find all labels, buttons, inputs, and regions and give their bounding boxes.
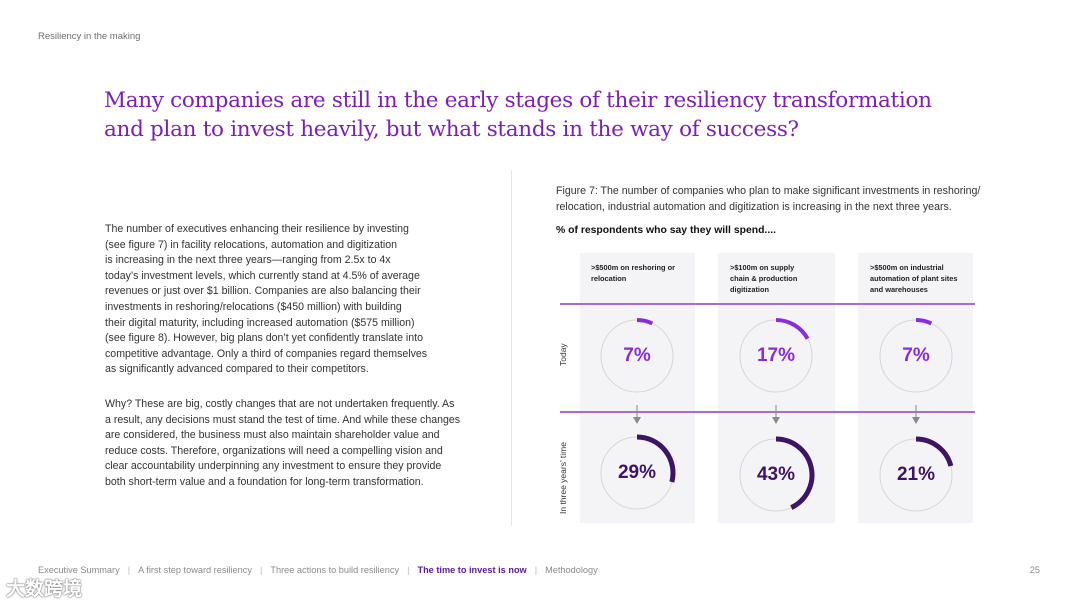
header-line: digitization <box>730 285 769 294</box>
header-line: chain & production <box>730 274 798 283</box>
figure-subtitle: % of respondents who say they will spend… <box>556 225 776 236</box>
chart-column-bg <box>718 253 835 523</box>
donut-future-reshoring: 29% <box>597 433 677 513</box>
body-paragraph-1: The number of executives enhancing their… <box>105 222 490 378</box>
chart-column-bg <box>858 253 973 523</box>
title-line: and plan to invest heavily, but what sta… <box>104 117 799 142</box>
text-line: Why? These are big, costly changes that … <box>105 398 455 410</box>
header-line: >$100m on supply <box>730 263 795 272</box>
row-divider <box>560 411 975 413</box>
row-divider <box>560 303 975 305</box>
donut-today-reshoring: 7% <box>597 316 677 396</box>
footer-separator: | <box>259 565 263 575</box>
donut-value: 17% <box>756 345 796 366</box>
donut-value: 29% <box>617 462 657 483</box>
footer-link-executive-summary[interactable]: Executive Summary <box>38 565 120 575</box>
text-line: their digital maturity, including increa… <box>105 316 415 329</box>
text-line: (see figure 7) in facility relocations, … <box>105 238 398 251</box>
text-line: investments in reshoring/relocations ($4… <box>105 300 402 313</box>
text-line: clear accountability underpinning any in… <box>105 460 442 473</box>
header-line: >$500m on industrial <box>870 263 944 272</box>
donut-value: 7% <box>902 345 930 366</box>
arrow-down-icon <box>772 405 780 424</box>
column-header-digitization: >$100m on supply chain & production digi… <box>730 262 797 295</box>
text-line: as significantly advanced compared to th… <box>105 363 369 376</box>
donut-arc <box>915 436 954 467</box>
caption-line: Figure 7: The number of companies who pl… <box>556 185 981 197</box>
footer-link-methodology[interactable]: Methodology <box>545 565 598 575</box>
header-line: and warehouses <box>870 285 928 294</box>
footer-separator: | <box>127 565 131 575</box>
footer-nav: Executive Summary | A first step toward re… <box>38 565 598 575</box>
text-line: (see figure 8). However, big plans don’t… <box>105 332 423 345</box>
text-line: reduce costs. Therefore, organizations w… <box>105 444 443 457</box>
donut-value: 7% <box>623 345 651 366</box>
donut-arc <box>775 318 810 340</box>
page-title: Many companies are still in the early st… <box>104 86 964 144</box>
text-line: are considered, the business must also m… <box>105 429 440 442</box>
donut-today-automation: 7% <box>876 316 956 396</box>
row-label-today: Today <box>558 343 568 366</box>
caption-line: relocation, industrial automation and di… <box>556 201 952 213</box>
body-paragraph-2: Why? These are big, costly changes that … <box>105 397 490 491</box>
text-line: is increasing in the next three years—ra… <box>105 254 391 267</box>
text-line: today’s investment levels, which current… <box>105 269 420 282</box>
text-line: revenues or just over $1 billion. Compan… <box>105 285 421 298</box>
donut-arc <box>915 318 933 326</box>
column-header-automation: >$500m on industrial automation of plant… <box>870 262 957 295</box>
donut-future-automation: 21% <box>876 435 956 515</box>
title-line: Many companies are still in the early st… <box>104 88 932 113</box>
donut-value: 43% <box>756 464 796 485</box>
chart-column-bg <box>580 253 695 523</box>
text-line: The number of executives enhancing their… <box>105 223 409 235</box>
donut-future-digitization: 43% <box>736 435 816 515</box>
donut-value: 21% <box>896 464 936 485</box>
column-divider <box>511 170 512 526</box>
footer-link-three-actions[interactable]: Three actions to build resiliency <box>270 565 400 575</box>
donut-today-digitization: 17% <box>736 316 816 396</box>
text-line: both short-term value and a foundation f… <box>105 475 424 488</box>
footer-link-first-step[interactable]: A first step toward resiliency <box>138 565 252 575</box>
column-header-reshoring: >$500m on reshoring or relocation <box>591 262 675 284</box>
text-line: competitive advantage. Only a third of c… <box>105 347 428 360</box>
watermark: 大数跨境 <box>6 579 83 600</box>
page-number: 25 <box>1029 565 1040 575</box>
section-label: Resiliency in the making <box>38 31 141 42</box>
footer-link-time-to-invest[interactable]: The time to invest is now <box>417 565 527 575</box>
header-line: relocation <box>591 274 627 283</box>
donut-arc <box>775 436 815 510</box>
arrow-down-icon <box>912 405 920 424</box>
donut-arc <box>636 434 676 483</box>
text-line: a result, any decisions must stand the t… <box>105 413 461 426</box>
row-label-future: In three years’ time <box>558 442 568 514</box>
header-line: >$500m on reshoring or <box>591 263 675 272</box>
donut-arc <box>636 318 654 326</box>
header-line: automation of plant sites <box>870 274 958 283</box>
figure-caption: Figure 7: The number of companies who pl… <box>556 183 1026 215</box>
footer-separator: | <box>407 565 410 575</box>
arrow-down-icon <box>633 405 641 424</box>
footer-separator: | <box>534 565 538 575</box>
